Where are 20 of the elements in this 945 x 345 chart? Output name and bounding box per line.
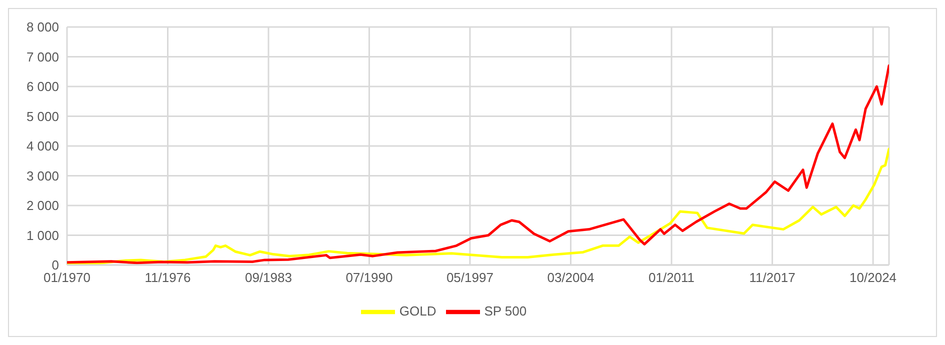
legend-label: GOLD: [399, 303, 436, 318]
x-tick-label: 07/1990: [346, 270, 393, 286]
x-tick-label: 09/1983: [244, 270, 292, 286]
y-tick-label: 0: [52, 258, 59, 273]
x-tick-label: 01/1970: [44, 270, 90, 286]
legend-label: SP 500: [484, 303, 527, 318]
y-tick-label: 6 000: [26, 79, 59, 94]
x-tick-label: 10/2024: [850, 270, 897, 286]
y-tick-label: 5 000: [26, 108, 59, 124]
y-tick-label: 7 000: [26, 49, 59, 64]
x-tick-label: 05/1997: [446, 270, 494, 286]
x-tick-label: 03/2004: [547, 270, 594, 286]
x-tick-label: 01/2011: [648, 270, 695, 286]
y-tick-label: 2 000: [26, 198, 59, 214]
y-tick-label: 8 000: [26, 20, 59, 35]
y-tick-label: 1 000: [26, 228, 59, 243]
y-tick-label: 3 000: [26, 168, 59, 184]
x-tick-label: 11/1976: [144, 270, 191, 286]
y-tick-label: 4 000: [26, 138, 59, 154]
x-tick-label: 11/2017: [749, 270, 796, 286]
